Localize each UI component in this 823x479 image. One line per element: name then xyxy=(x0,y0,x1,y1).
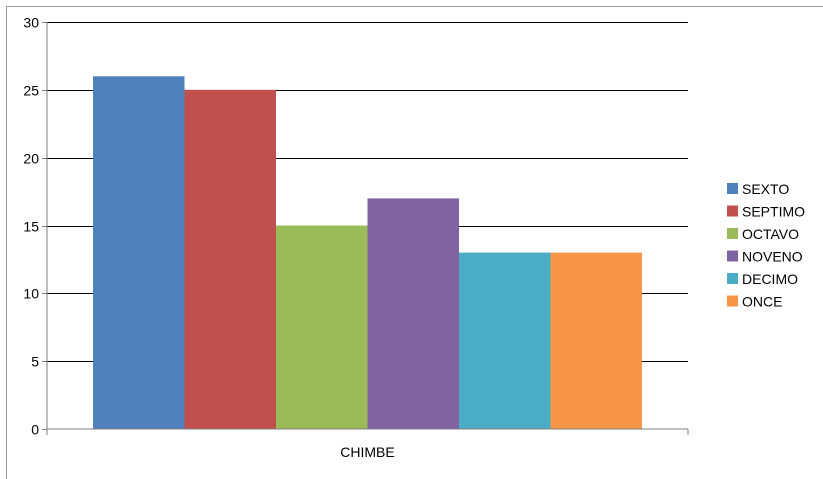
y-tick-label: 0 xyxy=(31,422,39,438)
legend-swatch-octavo xyxy=(727,228,738,239)
bar-decimo xyxy=(459,252,551,429)
y-tick-label: 15 xyxy=(23,219,39,235)
legend-swatch-once xyxy=(727,295,738,307)
legend-swatch-decimo xyxy=(727,273,738,284)
bar-noveno xyxy=(367,198,459,429)
legend-label-octavo: OCTAVO xyxy=(742,226,799,242)
y-tick-label: 5 xyxy=(31,354,39,370)
legend-swatch-sexto xyxy=(727,183,738,194)
bar-once xyxy=(550,252,642,429)
legend-label-noveno: NOVENO xyxy=(742,249,803,265)
legend-label-septimo: SEPTIMO xyxy=(742,204,805,220)
y-tick-label: 30 xyxy=(23,15,39,31)
y-tick-label: 10 xyxy=(23,286,39,302)
y-tick-label: 20 xyxy=(23,151,39,167)
bar-septimo xyxy=(184,89,276,430)
legend-label-once: ONCE xyxy=(742,294,782,310)
x-category-label: CHIMBE xyxy=(340,444,394,460)
bar-octavo xyxy=(276,225,368,429)
y-tick-label: 25 xyxy=(23,83,39,99)
bars xyxy=(93,76,642,430)
chart-frame xyxy=(6,6,823,479)
x-category-labels: CHIMBE xyxy=(340,444,394,460)
legend-label-sexto: SEXTO xyxy=(742,181,789,197)
y-tick-labels: 0 5 10 15 20 25 30 xyxy=(23,15,39,438)
legend: SEXTO SEPTIMO OCTAVO NOVENO DECIMO ONCE xyxy=(727,181,805,310)
legend-swatch-septimo xyxy=(727,205,738,217)
bar-sexto xyxy=(93,76,185,430)
legend-label-decimo: DECIMO xyxy=(742,271,798,287)
axes xyxy=(42,22,689,435)
legend-swatch-noveno xyxy=(727,250,738,262)
